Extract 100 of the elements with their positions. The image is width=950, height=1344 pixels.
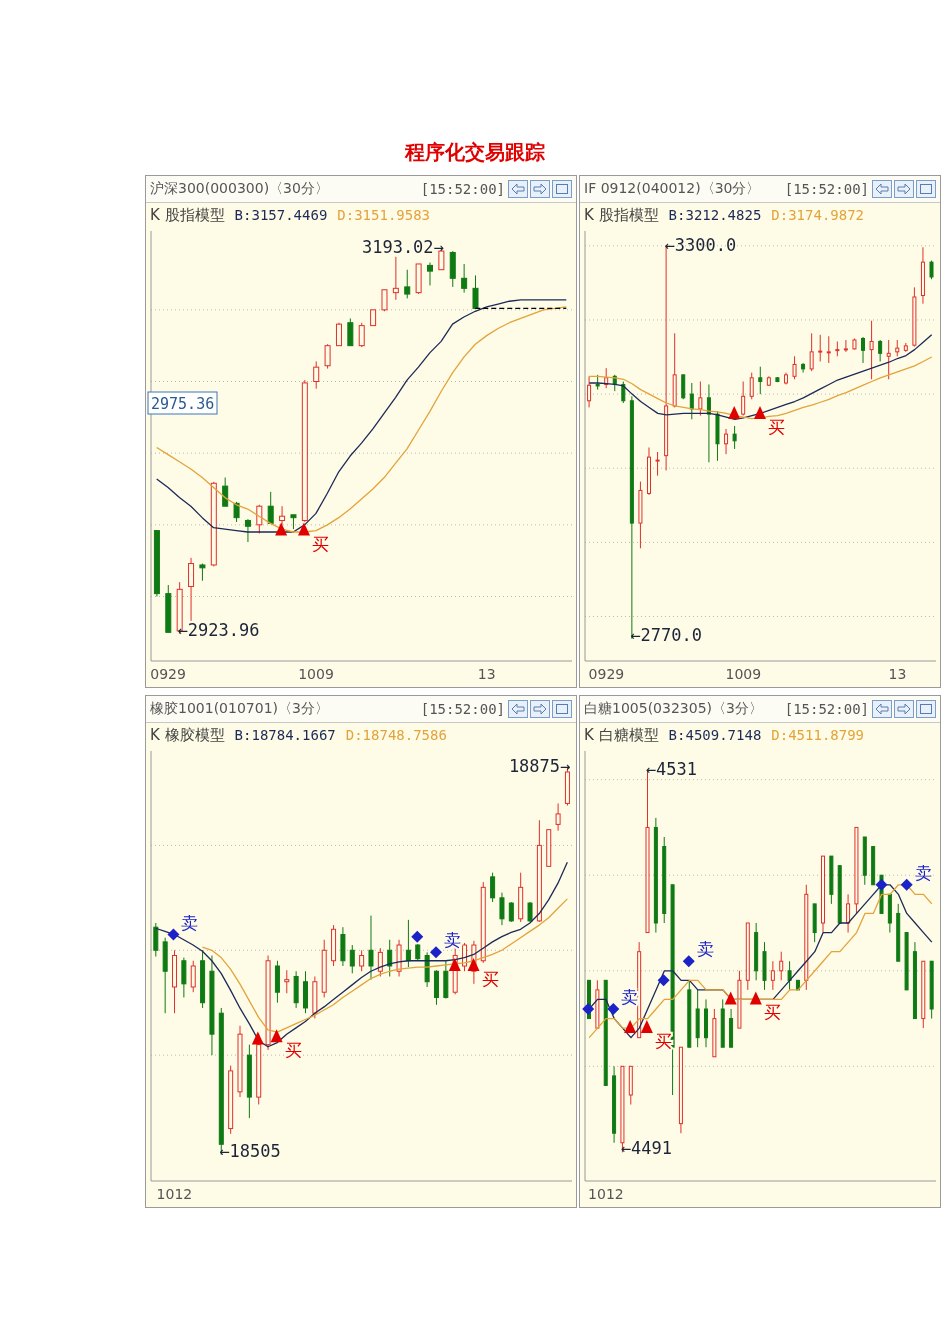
x-tick-label: 0929 bbox=[150, 665, 186, 682]
candlestick bbox=[770, 960, 775, 991]
candlestick bbox=[181, 957, 187, 998]
chart-subtitle: K 白糖模型 bbox=[584, 725, 659, 745]
candlestick bbox=[461, 263, 468, 294]
candlestick bbox=[490, 872, 496, 903]
annotation: 3193.02→ bbox=[361, 237, 444, 258]
text: 卖 bbox=[914, 862, 932, 883]
point bbox=[624, 1020, 637, 1034]
candlestick bbox=[335, 322, 342, 347]
point bbox=[270, 1029, 283, 1043]
text: D:4511.8799 bbox=[771, 727, 865, 743]
point bbox=[682, 955, 695, 968]
candlestick bbox=[846, 893, 851, 934]
chart-title: 白糖1005(032305)〈3分〉 bbox=[584, 700, 763, 718]
x-tick-label: 1009 bbox=[725, 665, 762, 682]
text: B:4509.7148 bbox=[668, 727, 762, 743]
chart-subtitle: K 股指模型 bbox=[584, 205, 659, 225]
x-tick-label: 13 bbox=[477, 665, 496, 682]
point bbox=[448, 958, 461, 971]
candlestick bbox=[787, 960, 792, 991]
point bbox=[467, 958, 480, 971]
candlestick bbox=[279, 505, 286, 526]
annotation: 18875→ bbox=[508, 755, 571, 776]
candlestick bbox=[779, 951, 784, 981]
candlestick bbox=[404, 269, 411, 299]
text: D:3151.9583 bbox=[337, 207, 431, 223]
chart-subtitle: K 橡胶模型 bbox=[150, 725, 225, 745]
candlestick bbox=[869, 320, 874, 380]
candlestick bbox=[732, 425, 737, 450]
text: B:3157.4469 bbox=[234, 207, 328, 223]
annotation: ←3300.0 bbox=[664, 234, 737, 255]
x-tick-label: 13 bbox=[888, 665, 907, 682]
point bbox=[657, 974, 670, 987]
candlestick bbox=[681, 374, 686, 400]
candlestick bbox=[349, 944, 355, 974]
candlestick bbox=[587, 375, 592, 408]
candlestick bbox=[190, 960, 196, 993]
point bbox=[582, 1003, 595, 1015]
text: 买 bbox=[763, 1002, 781, 1023]
candlestick bbox=[472, 274, 479, 309]
point bbox=[749, 991, 762, 1005]
candlestick bbox=[392, 256, 399, 301]
candlestick bbox=[233, 501, 240, 523]
chart-title: 沪深300(000300)〈30分〉 bbox=[150, 180, 329, 198]
candlestick bbox=[698, 381, 703, 417]
text: [15:52:00] bbox=[784, 701, 869, 717]
candlestick bbox=[749, 372, 754, 400]
point bbox=[607, 1003, 620, 1015]
text: [15:52:00] bbox=[420, 701, 505, 717]
x-tick-label: 1009 bbox=[298, 665, 334, 682]
chart-subtitle: K 股指模型 bbox=[150, 205, 225, 225]
text: 卖 bbox=[696, 939, 714, 960]
x-tick-label: 0929 bbox=[588, 665, 625, 682]
candlestick bbox=[188, 557, 195, 622]
candlestick bbox=[706, 383, 711, 463]
candlestick bbox=[886, 339, 891, 380]
text: 程序化交易跟踪 bbox=[403, 139, 546, 166]
text: D:3174.9872 bbox=[771, 207, 865, 223]
candlestick bbox=[267, 491, 274, 524]
text: 买 bbox=[481, 969, 499, 989]
point bbox=[251, 1031, 264, 1045]
point bbox=[411, 930, 424, 943]
annotation: ←4491 bbox=[620, 1138, 672, 1159]
annotation: ←18505 bbox=[219, 1140, 281, 1161]
candlestick bbox=[358, 322, 365, 348]
candlestick bbox=[387, 939, 393, 977]
x-tick-label: 1012 bbox=[156, 1185, 193, 1202]
point bbox=[724, 991, 737, 1005]
series-label: 卖 bbox=[621, 987, 639, 1007]
series-label: 买 bbox=[768, 417, 785, 438]
candlestick bbox=[826, 335, 831, 364]
candlestick bbox=[655, 451, 660, 477]
annotation: ←2770.0 bbox=[630, 624, 702, 645]
candlestick bbox=[555, 802, 561, 832]
candlestick bbox=[741, 381, 746, 417]
candlestick bbox=[313, 360, 320, 390]
candlestick bbox=[244, 518, 251, 543]
candlestick bbox=[689, 382, 694, 420]
series-label: 卖 bbox=[181, 912, 199, 933]
candlestick bbox=[381, 289, 388, 312]
candlestick bbox=[359, 949, 365, 972]
candlestick bbox=[792, 355, 797, 380]
point bbox=[167, 928, 180, 941]
point bbox=[640, 1020, 653, 1034]
candlestick bbox=[758, 366, 763, 395]
text: D:18748.7586 bbox=[345, 727, 447, 743]
point bbox=[875, 878, 888, 891]
series-label: 买 bbox=[284, 1040, 302, 1061]
candlestick bbox=[222, 477, 229, 507]
candlestick bbox=[499, 892, 505, 926]
candlestick bbox=[153, 922, 159, 958]
annotation: ←2923.96 bbox=[177, 619, 260, 640]
annotation: ←4531 bbox=[645, 759, 698, 780]
point bbox=[430, 946, 443, 959]
candlestick bbox=[724, 428, 729, 455]
candlestick bbox=[818, 334, 823, 362]
text: [15:52:00] bbox=[784, 181, 869, 197]
chart-title: 橡胶1001(010701)〈3分〉 bbox=[150, 700, 329, 718]
candlestick bbox=[809, 332, 814, 372]
